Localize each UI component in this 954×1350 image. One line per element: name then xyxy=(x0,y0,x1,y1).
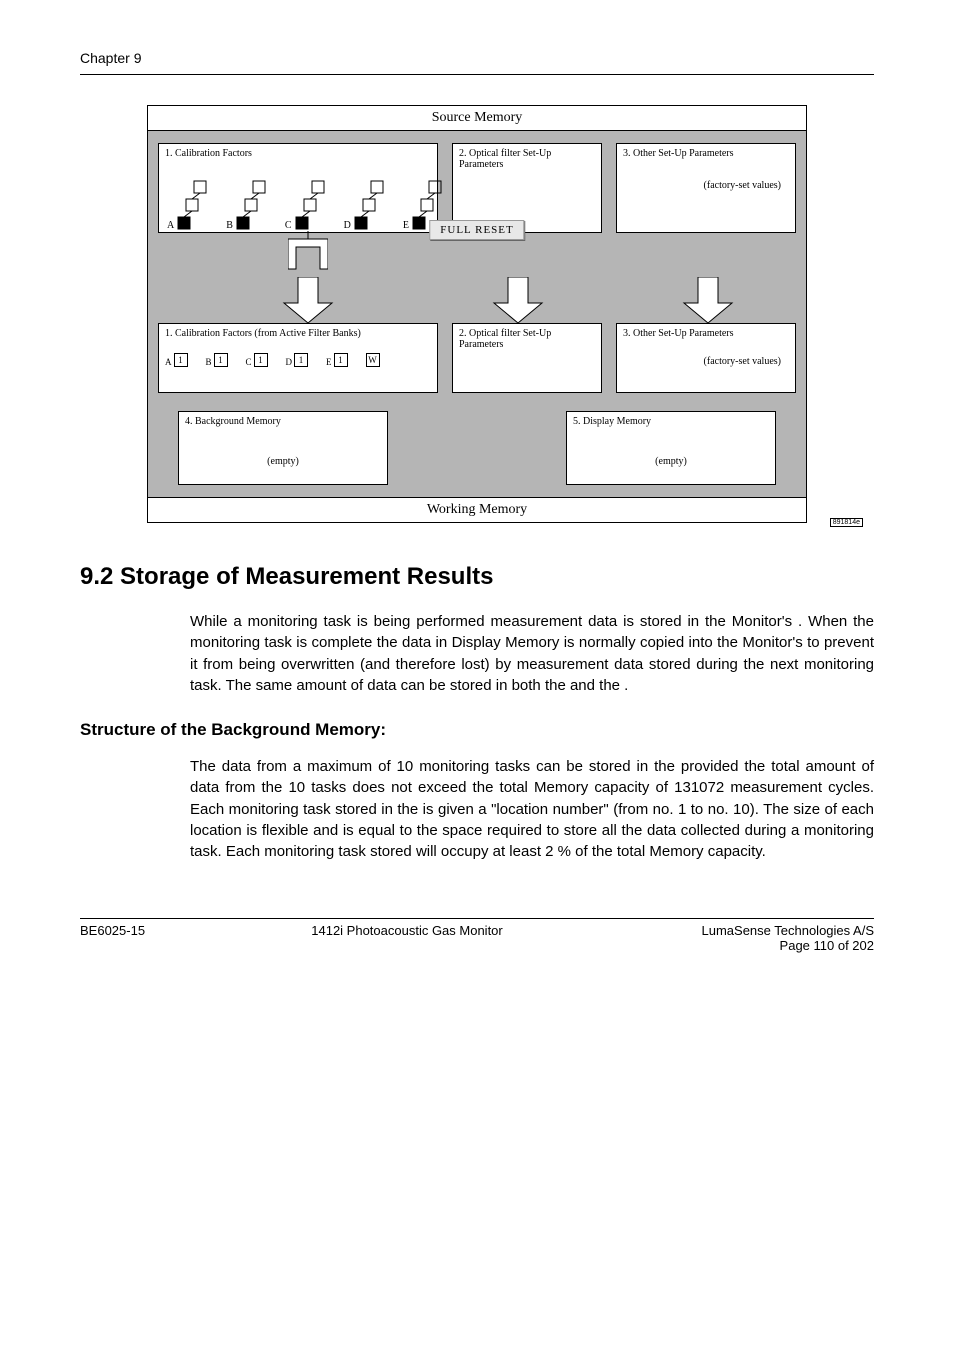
footer-page: Page 110 of 202 xyxy=(80,938,874,953)
working-other-card: 3. Other Set-Up Parameters (factory-set … xyxy=(616,323,796,393)
chapter-label: Chapter 9 xyxy=(80,50,874,66)
source-calibration-title: 1. Calibration Factors xyxy=(165,148,431,159)
empty-label: (empty) xyxy=(567,456,775,467)
letter-b: B xyxy=(226,220,233,231)
memory-diagram: Source Memory 1. Calibration Factors A B… xyxy=(147,105,807,523)
source-calibration-card: 1. Calibration Factors A B C D xyxy=(158,143,438,233)
tree-icon xyxy=(235,177,269,231)
empty-label: (empty) xyxy=(179,456,387,467)
footer-docid: BE6025-15 xyxy=(80,923,200,938)
top-rule xyxy=(80,74,874,75)
source-other-title: 3. Other Set-Up Parameters xyxy=(623,148,789,159)
full-reset-label: FULL RESET xyxy=(429,220,524,240)
diagram-ref: 891814e xyxy=(830,518,863,527)
working-optical-card: 2. Optical filter Set-Up Parameters xyxy=(452,323,602,393)
letter-c: C xyxy=(285,220,292,231)
source-memory-title: Source Memory xyxy=(148,106,806,131)
footer-company: LumaSense Technologies A/S xyxy=(614,923,874,938)
source-other-card: 3. Other Set-Up Parameters (factory-set … xyxy=(616,143,796,233)
arrow-icon xyxy=(268,277,348,323)
background-memory-title: 4. Background Memory xyxy=(185,416,381,427)
arrow-icon xyxy=(668,277,748,323)
working-calibration-title: 1. Calibration Factors (from Active Filt… xyxy=(165,328,431,339)
working-optical-title: 2. Optical filter Set-Up Parameters xyxy=(459,328,595,350)
factory-text: (factory-set values) xyxy=(704,356,781,367)
arrow-icon xyxy=(478,277,558,323)
paragraph-2: The data from a maximum of 10 monitoring… xyxy=(190,756,874,862)
page-footer: BE6025-15 1412i Photoacoustic Gas Monito… xyxy=(80,923,874,938)
source-optical-title: 2. Optical filter Set-Up Parameters xyxy=(459,148,595,170)
letter-e: E xyxy=(326,357,332,367)
letter-c: C xyxy=(246,357,252,367)
tree-icon xyxy=(294,177,328,231)
tree-icon xyxy=(353,177,387,231)
factory-text: (factory-set values) xyxy=(704,180,781,191)
section-heading: 9.2 Storage of Measurement Results xyxy=(80,563,874,591)
paragraph-1: While a monitoring task is being perform… xyxy=(190,611,874,696)
section-title: Storage of Measurement Results xyxy=(120,563,493,590)
letter-b: B xyxy=(206,357,212,367)
letter-d: D xyxy=(286,357,293,367)
background-memory-card: 4. Background Memory (empty) xyxy=(178,411,388,485)
working-calibration-card: 1. Calibration Factors (from Active Filt… xyxy=(158,323,438,393)
tree-icon xyxy=(176,177,210,231)
letter-d: D xyxy=(344,220,351,231)
display-memory-title: 5. Display Memory xyxy=(573,416,769,427)
working-other-title: 3. Other Set-Up Parameters xyxy=(623,328,789,339)
w-box: W xyxy=(366,353,380,367)
letter-a: A xyxy=(167,220,174,231)
working-memory-title: Working Memory xyxy=(148,497,806,522)
footer-title: 1412i Photoacoustic Gas Monitor xyxy=(200,923,614,938)
display-memory-card: 5. Display Memory (empty) xyxy=(566,411,776,485)
letter-a: A xyxy=(165,357,172,367)
footer-rule xyxy=(80,918,874,919)
subsection-heading: Structure of the Background Memory: xyxy=(80,720,874,740)
section-number: 9.2 xyxy=(80,563,113,590)
letter-e: E xyxy=(403,220,409,231)
